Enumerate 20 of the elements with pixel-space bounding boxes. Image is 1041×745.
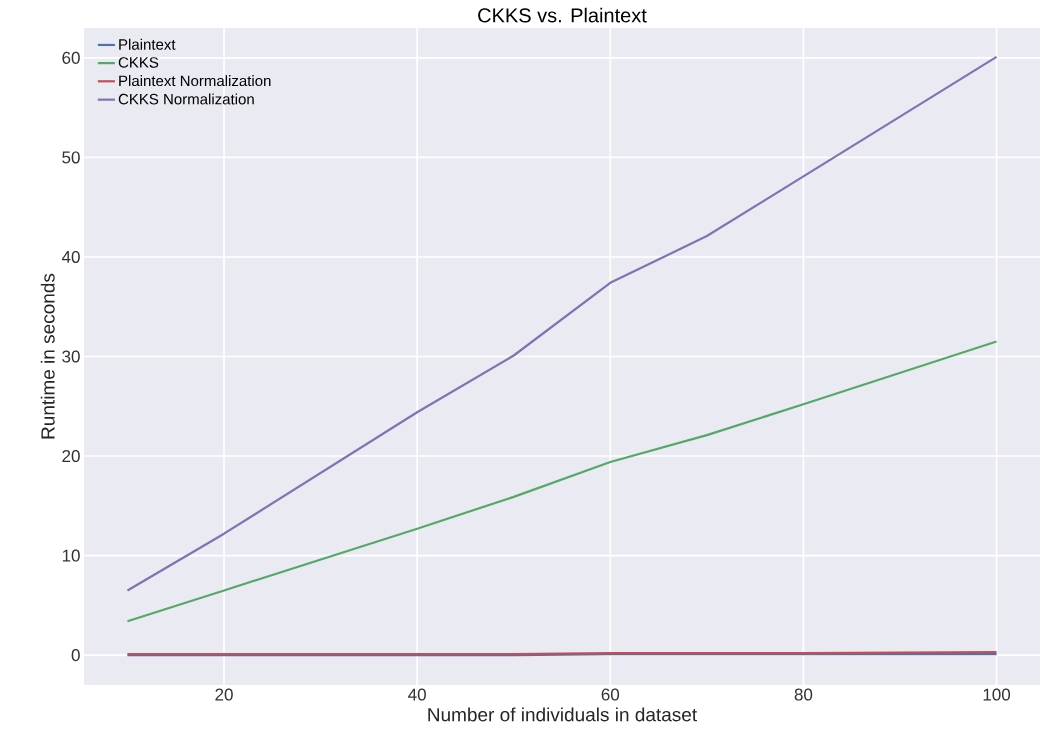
y-tick-label: 0 <box>71 649 80 662</box>
x-axis-title: Number of individuals in dataset <box>428 707 697 722</box>
line-series <box>126 340 998 623</box>
y-axis-title: Runtime in seconds <box>40 273 55 439</box>
x-tick-label: 80 <box>794 688 813 701</box>
y-tick-label: 40 <box>61 250 80 263</box>
x-tick-label: 20 <box>215 688 233 701</box>
x-tick-label: 40 <box>408 688 426 701</box>
legend-label: Plaintext <box>119 38 176 50</box>
x-tick-label: 100 <box>983 688 1011 701</box>
legend-label: CKKS <box>118 57 159 68</box>
y-tick-label: 30 <box>62 350 80 363</box>
y-tick-label: 50 <box>62 151 80 164</box>
chart-title: CKKS vs. Plaintext <box>478 7 647 23</box>
legend-label: CKKS Normalization <box>118 93 254 105</box>
y-tick-label: 10 <box>62 549 80 562</box>
legend-label: Plaintext Normalization <box>119 75 271 87</box>
y-tick-label: 60 <box>62 51 80 64</box>
x-tick-label: 60 <box>601 688 620 701</box>
y-tick-label: 20 <box>62 450 80 463</box>
